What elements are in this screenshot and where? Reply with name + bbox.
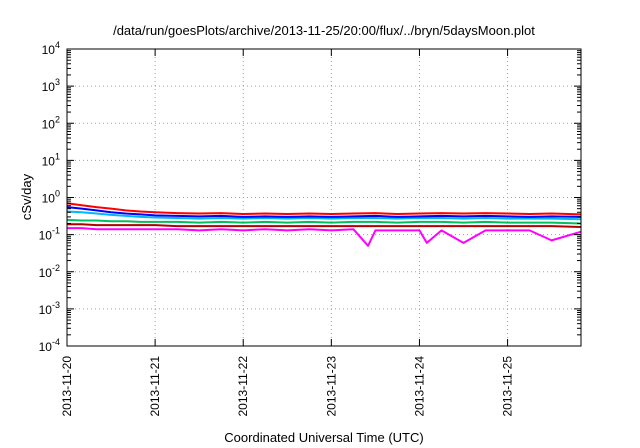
y-tick-label: 10-2 bbox=[39, 263, 60, 280]
series-line bbox=[66, 210, 582, 221]
chart-title: /data/run/goesPlots/archive/2013-11-25/2… bbox=[113, 23, 535, 38]
series-line bbox=[66, 206, 582, 218]
x-tick-label: 2013-11-22 bbox=[236, 356, 250, 417]
x-tick-label: 2013-11-20 bbox=[60, 356, 74, 417]
y-tick-label: 104 bbox=[42, 40, 60, 57]
y-tick-label: 101 bbox=[42, 151, 60, 168]
y-tick-label: 10-1 bbox=[39, 226, 60, 243]
grid-lines bbox=[67, 49, 581, 346]
series-line bbox=[66, 218, 582, 225]
x-tick-label: 2013-11-21 bbox=[148, 356, 162, 417]
y-tick-label: 10-4 bbox=[39, 337, 60, 354]
x-tick-labels: 2013-11-20 2013-11-21 2013-11-22 2013-11-23… bbox=[60, 356, 515, 417]
y-axis-title: cSv/day bbox=[19, 173, 34, 220]
y-tick-label: 102 bbox=[42, 114, 60, 131]
x-axis-title: Coordinated Universal Time (UTC) bbox=[224, 430, 423, 445]
series-line bbox=[66, 202, 582, 216]
y-tick-label: 10-3 bbox=[39, 300, 60, 317]
y-tick-label: 103 bbox=[42, 77, 60, 94]
x-tick-label: 2013-11-23 bbox=[324, 356, 338, 417]
x-tick-label: 2013-11-25 bbox=[501, 356, 515, 417]
data-series bbox=[66, 202, 582, 247]
y-tick-label: 100 bbox=[42, 189, 60, 206]
axis-ticks bbox=[66, 48, 581, 347]
y-tick-labels: 10-4 10-3 10-2 10-1 100 101 102 103 104 bbox=[39, 40, 60, 354]
series-line bbox=[67, 223, 582, 229]
x-tick-label: 2013-11-24 bbox=[412, 356, 426, 417]
series-line bbox=[67, 227, 582, 247]
